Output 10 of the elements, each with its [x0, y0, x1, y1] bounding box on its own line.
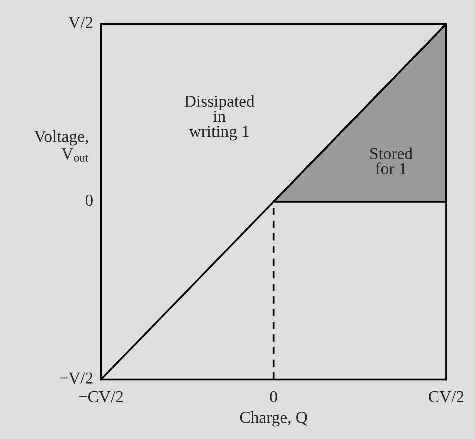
- x-axis-title: Charge, Q: [240, 412, 308, 427]
- x-tick-label: CV/2: [429, 391, 464, 403]
- y-axis-title: Voltage, V$_{out}$: [34, 130, 89, 162]
- text: 0: [86, 194, 93, 206]
- text: −V/2: [60, 372, 93, 384]
- x-tick-label: 0: [270, 391, 278, 403]
- text: V/2: [68, 17, 93, 28]
- annotation: Dissipated in writing 1: [184, 95, 255, 141]
- annotation: Stored for 1: [370, 148, 413, 175]
- x-tick-label: −CV/2: [79, 391, 124, 403]
